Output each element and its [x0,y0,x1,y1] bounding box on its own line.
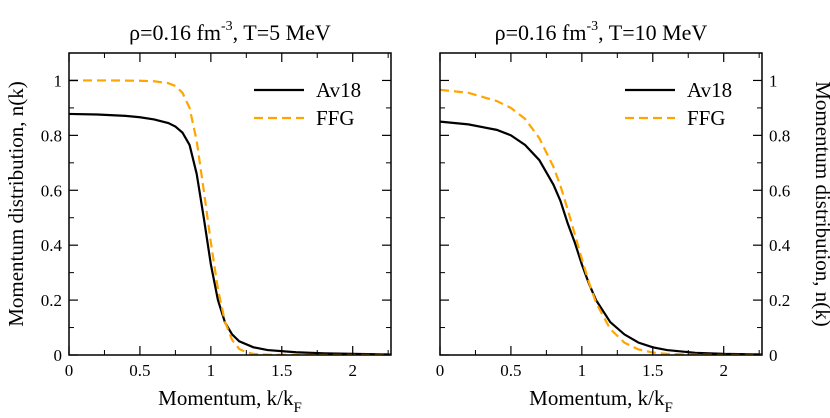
x-tick-label: 0.5 [500,361,521,380]
panel-title: ρ=0.16 fm-3, T=10 MeV [495,19,708,45]
y-tick-label: 0.6 [41,181,62,200]
x-tick-label: 0 [65,361,74,380]
legend-label-av18: Av18 [316,78,361,102]
x-tick-label: 1.5 [642,361,663,380]
x-tick-label: 1 [207,361,216,380]
plot-frame [68,52,392,356]
y-tick-label: 0.8 [769,126,790,145]
legend-label-ffg: FFG [316,106,355,130]
y-tick-label: 0.4 [769,236,791,255]
x-axis-title: Momentum, k/kF [529,386,673,416]
legend-label-av18: Av18 [687,78,732,102]
x-tick-label: 1 [578,361,587,380]
y-tick-label: 0.4 [41,236,63,255]
y-tick-label: 0 [769,346,778,365]
x-tick-label: 1.5 [271,361,292,380]
series-line-ffg [440,88,762,355]
y-tick-label: 0.8 [41,126,62,145]
y-axis-title: Momentum distribution, n(k) [4,81,28,327]
x-tick-label: 2 [348,361,357,380]
series-line-av18 [69,112,391,355]
y-axis-title: Momentum distribution, n(k) [811,81,830,327]
legend-label-ffg: FFG [687,106,726,130]
y-tick-label: 0.2 [41,291,62,310]
left-panel: 0 0.5 1 1.5 2 0 0.2 0.4 0.6 0.8 1 ρ=0.16 fm-3, T=5 … [4,19,392,416]
y-tick-label: 0 [54,346,63,365]
x-axis-title: Momentum, k/kF [158,386,302,416]
right-panel: 0 0.5 1 1.5 2 0 0.2 0.4 0.6 0.8 1 ρ=0.16 fm-3, T=10… [436,19,830,416]
y-tick-label: 0.6 [769,181,790,200]
x-tick-label: 2 [719,361,728,380]
panel-title: ρ=0.16 fm-3, T=5 MeV [129,19,331,45]
y-tick-label: 0.2 [769,291,790,310]
x-tick-label: 0 [436,361,445,380]
y-tick-label: 1 [769,71,778,90]
plot-frame [439,52,763,356]
x-tick-label: 0.5 [129,361,150,380]
series-line-av18 [440,120,762,355]
y-tick-label: 1 [54,71,63,90]
